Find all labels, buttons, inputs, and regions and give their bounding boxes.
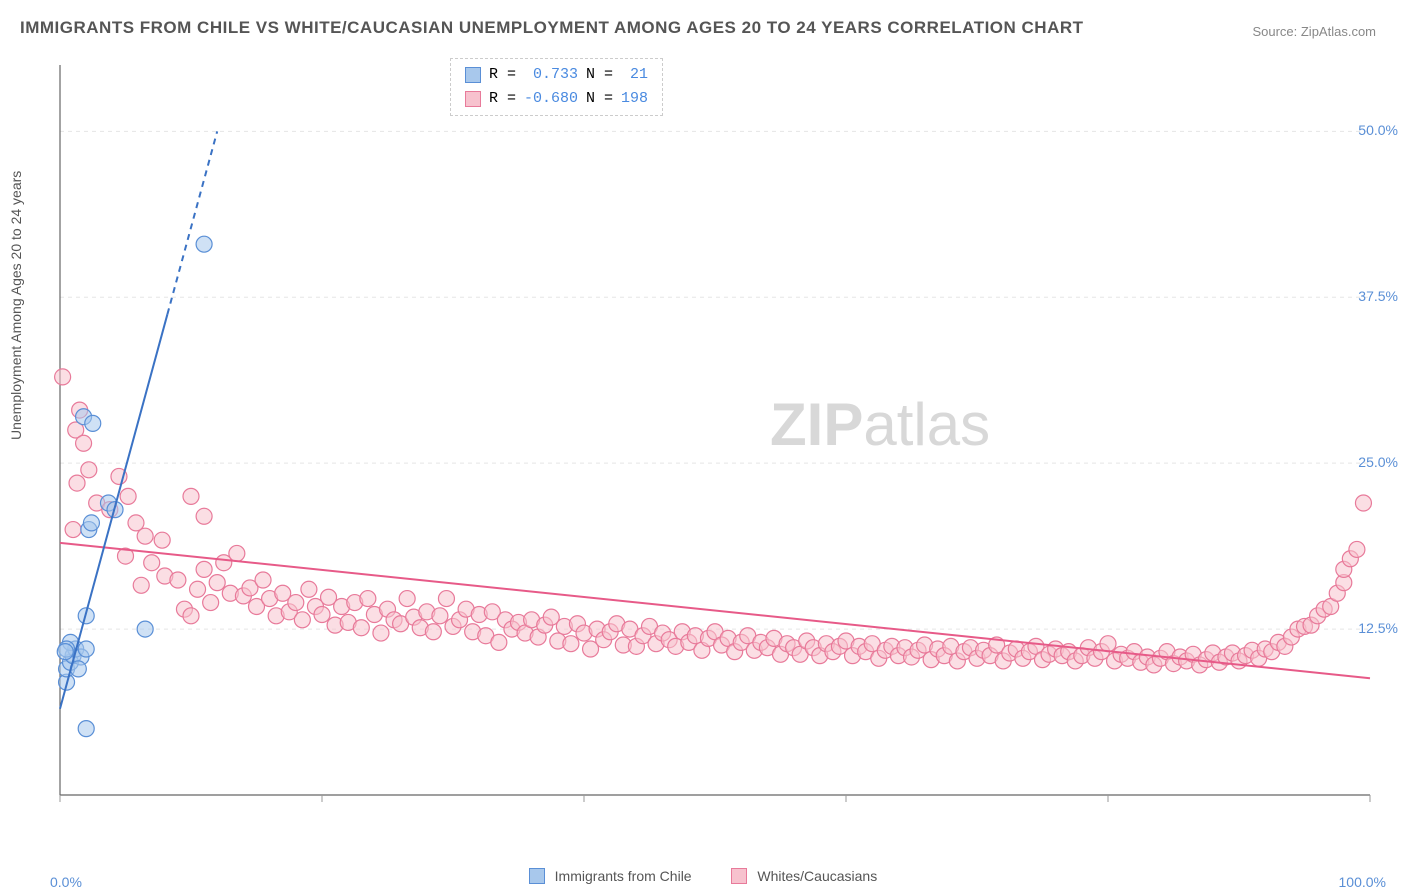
chart-container: IMMIGRANTS FROM CHILE VS WHITE/CAUCASIAN… (0, 0, 1406, 892)
r-value-pink: -0.680 (524, 87, 578, 111)
r-value-blue: 0.733 (524, 63, 578, 87)
legend-swatch-blue (529, 868, 545, 884)
y-tick-label: 50.0% (1358, 122, 1398, 138)
legend-swatch-pink (731, 868, 747, 884)
legend-item-blue: Immigrants from Chile (529, 868, 696, 884)
scatter-plot (50, 55, 1380, 825)
swatch-blue (465, 67, 481, 83)
n-label: N = (586, 87, 613, 111)
n-label: N = (586, 63, 613, 87)
y-tick-label: 25.0% (1358, 454, 1398, 470)
y-tick-label: 12.5% (1358, 620, 1398, 636)
bottom-legend: Immigrants from Chile Whites/Caucasians (0, 868, 1406, 884)
chart-title: IMMIGRANTS FROM CHILE VS WHITE/CAUCASIAN… (20, 18, 1084, 38)
legend-item-pink: Whites/Caucasians (731, 868, 877, 884)
stats-row-blue: R = 0.733 N = 21 (465, 63, 648, 87)
legend-label-blue: Immigrants from Chile (555, 868, 692, 884)
source-attribution: Source: ZipAtlas.com (1252, 24, 1376, 39)
x-axis-max-label: 100.0% (1339, 874, 1386, 890)
x-axis-min-label: 0.0% (50, 874, 82, 890)
r-label: R = (489, 63, 516, 87)
y-axis-label: Unemployment Among Ages 20 to 24 years (8, 171, 24, 440)
swatch-pink (465, 91, 481, 107)
n-value-pink: 198 (621, 87, 648, 111)
y-tick-label: 37.5% (1358, 288, 1398, 304)
stats-legend-box: R = 0.733 N = 21 R = -0.680 N = 198 (450, 58, 663, 116)
legend-label-pink: Whites/Caucasians (757, 868, 877, 884)
n-value-blue: 21 (621, 63, 648, 87)
stats-row-pink: R = -0.680 N = 198 (465, 87, 648, 111)
r-label: R = (489, 87, 516, 111)
